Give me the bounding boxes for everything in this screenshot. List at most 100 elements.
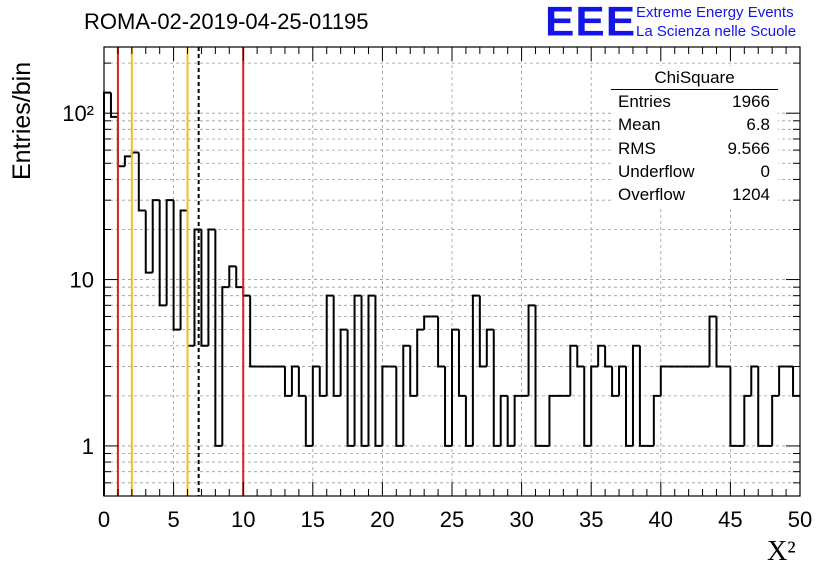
histogram-bin (729, 366, 738, 447)
histogram-bin (402, 344, 411, 446)
histogram-bin (116, 116, 125, 168)
histogram-bin (451, 328, 459, 446)
histogram-bin (200, 229, 209, 347)
histogram-bin (109, 92, 118, 118)
histogram-bin (597, 344, 606, 367)
histogram-bin (464, 395, 473, 447)
x-tick-label: 40 (649, 507, 673, 532)
axis-ticks (103, 47, 801, 496)
histogram-bin (471, 294, 480, 446)
x-tick-label: 35 (579, 507, 603, 532)
histogram-bin (318, 366, 327, 397)
histogram-bin (423, 315, 432, 330)
histogram-bin (130, 151, 139, 157)
histogram-bin (527, 304, 536, 396)
stats-row-underflow: Underflow 0 (611, 160, 778, 183)
histogram-bin (165, 199, 174, 306)
stats-row-entries: Entries 1966 (611, 90, 778, 113)
stats-label: Overflow (618, 185, 686, 205)
histogram-bin (457, 329, 466, 397)
histogram-bin (297, 366, 306, 397)
histogram-bin (611, 366, 620, 397)
histogram-bin (757, 366, 766, 447)
histogram-bin (492, 329, 501, 447)
histogram-bin (638, 345, 647, 447)
x-axis-label: X² (767, 536, 796, 568)
histogram-bin (221, 286, 230, 446)
histogram-bin (353, 294, 362, 446)
histogram-bin (618, 365, 626, 396)
y-tick-label: 1 (82, 434, 94, 459)
x-tick-label: 25 (440, 507, 464, 532)
histogram-bin (103, 91, 111, 496)
histogram-bin (548, 394, 557, 446)
histogram-bin (792, 366, 800, 397)
x-tick-label: 5 (167, 507, 179, 532)
logo-caption: Extreme Energy Events La Scienza nelle S… (636, 3, 796, 41)
stats-label: Mean (618, 115, 661, 135)
histogram-bin (381, 365, 390, 446)
histogram-bin (715, 316, 724, 368)
histogram-bin (604, 345, 613, 368)
histogram-bin (283, 366, 292, 397)
stats-value: 6.8 (746, 115, 770, 135)
histogram-bin (659, 365, 668, 396)
histogram-bin (409, 345, 418, 397)
histogram-bin (228, 265, 237, 288)
histogram-bin (158, 200, 167, 307)
histogram-bin (186, 210, 195, 347)
histogram-bin (743, 394, 752, 446)
histogram-bin (771, 394, 780, 446)
y-tick-label: 10 (70, 268, 94, 293)
stats-label: RMS (618, 138, 656, 158)
histogram-bin (625, 366, 633, 447)
histogram-bin (123, 155, 132, 167)
histogram-bin (304, 395, 313, 447)
x-tick-label: 15 (301, 507, 325, 532)
x-tick-label: 10 (231, 507, 255, 532)
histogram-bin (249, 295, 258, 368)
histogram-bin (214, 229, 223, 447)
histogram-bin (478, 295, 487, 368)
x-tick-label: 20 (370, 507, 394, 532)
eee-logo: EEE (545, 0, 637, 45)
x-tick-label: 30 (509, 507, 533, 532)
histogram-bin (290, 365, 299, 396)
y-axis-label: Entries/bin (8, 61, 36, 180)
histogram-bin (485, 328, 494, 367)
histogram-bin (339, 328, 348, 396)
histogram-bin (395, 366, 404, 447)
histogram-bin (750, 365, 759, 396)
x-axis-label-text: X² (767, 536, 796, 567)
histogram-bin (151, 199, 160, 273)
stats-title: ChiSquare (611, 66, 778, 90)
tick-labels: 0 5 10 15 20 25 30 35 40 45 50 1 10 10² (62, 101, 812, 532)
histogram-bin (708, 315, 717, 367)
histogram-bin (534, 305, 543, 447)
y-tick-label: 10² (62, 101, 94, 126)
stats-value: 1204 (732, 185, 770, 205)
stats-box: ChiSquare Entries 1966 Mean 6.8 RMS 9.56… (611, 66, 778, 207)
histogram-bin (179, 209, 188, 330)
histogram-bin (360, 295, 369, 447)
histogram-bin (325, 294, 334, 396)
page-title: ROMA-02-2019-04-25-01195 (84, 9, 369, 34)
histogram-bin (172, 200, 181, 331)
reference-lines (116, 47, 245, 496)
stats-row-mean: Mean 6.8 (611, 113, 778, 136)
histogram-bin (311, 365, 320, 446)
histogram-bin (499, 394, 508, 446)
histogram-bin (437, 316, 446, 368)
histogram-bin (416, 328, 425, 396)
histogram-bin (778, 365, 787, 396)
histogram-bin (346, 329, 355, 447)
histogram-bin (631, 344, 640, 446)
stats-label: Entries (618, 92, 671, 111)
stats-row-rms: RMS 9.566 (611, 137, 778, 160)
histogram-bin (332, 295, 341, 397)
stats-value: 0 (760, 161, 770, 181)
histogram-bin (235, 266, 244, 289)
histogram-bin (583, 366, 592, 447)
histogram-bin (367, 294, 376, 446)
x-tick-label: 50 (788, 507, 812, 532)
